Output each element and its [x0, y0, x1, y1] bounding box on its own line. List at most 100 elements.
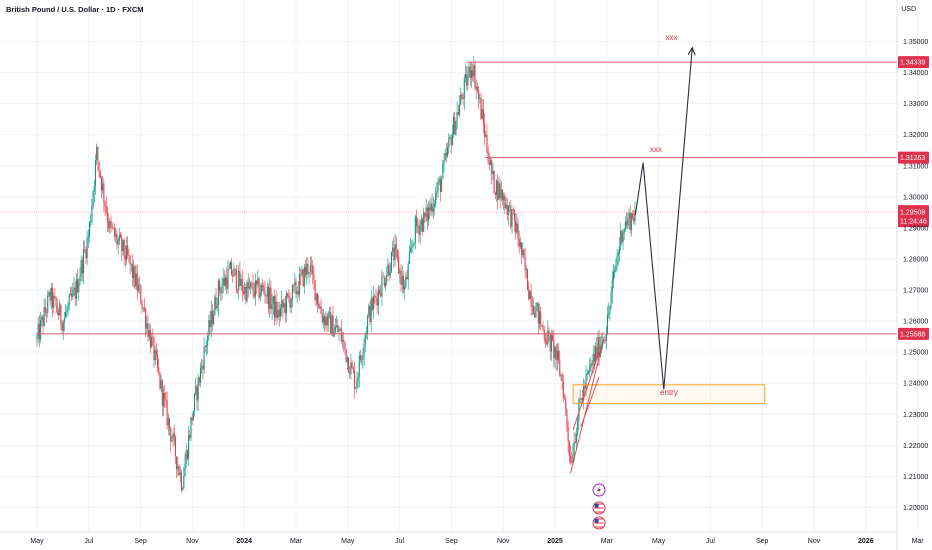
forecast-arrowhead[interactable]: [687, 46, 696, 56]
candle: [92, 189, 94, 210]
candle: [167, 412, 169, 436]
time-axis[interactable]: May Jul Sep Nov 2024 Mar May Jul Sep Nov 2025 Mar Ma…: [0, 531, 924, 545]
candle: [59, 299, 61, 316]
candle: [346, 355, 348, 370]
candle: [80, 255, 82, 282]
us-flag-icon[interactable]: [592, 516, 606, 530]
channel-line[interactable]: [572, 352, 600, 430]
candle: [341, 332, 344, 349]
candle: [139, 276, 141, 295]
candle-body: [324, 316, 326, 326]
symbol-title: British Pound / U.S. Dollar · 1D · FXCM: [6, 5, 144, 14]
candle: [149, 323, 151, 354]
candle: [82, 240, 85, 285]
candle: [363, 338, 365, 367]
candle: [148, 323, 150, 341]
channel-line[interactable]: [570, 336, 605, 474]
candle-body: [334, 326, 336, 332]
candle: [630, 212, 632, 237]
lightning-icon[interactable]: [592, 483, 606, 497]
candle-body: [146, 323, 148, 329]
candle: [445, 143, 447, 163]
candle: [482, 99, 484, 134]
candle: [552, 330, 554, 342]
candle: [130, 263, 132, 272]
candle-body: [628, 212, 630, 219]
candle: [498, 176, 500, 200]
candle-body: [501, 189, 504, 200]
price-axis[interactable]: 1.35000 1.34000 1.33000 1.32000 1.31000 1.300…: [896, 0, 928, 550]
candle: [287, 292, 289, 299]
candle-body: [620, 230, 622, 247]
candle: [466, 66, 468, 91]
candle-body: [316, 293, 319, 305]
candle: [406, 269, 408, 280]
candle: [190, 417, 192, 442]
candle: [47, 290, 49, 318]
candle: [536, 302, 538, 312]
candle: [509, 201, 511, 213]
candle-body: [463, 78, 465, 100]
candle-body: [484, 123, 486, 137]
candle: [308, 272, 310, 285]
candle-body: [626, 221, 628, 226]
candle-body: [143, 307, 145, 310]
candle-body: [449, 137, 451, 139]
candle-body: [215, 297, 217, 309]
candle: [571, 451, 573, 464]
candle-body: [93, 185, 95, 193]
candle: [63, 312, 66, 332]
candle: [94, 154, 97, 195]
candle: [544, 333, 547, 348]
candle-body: [600, 344, 603, 346]
currency-label[interactable]: USD: [901, 6, 916, 13]
channel-line[interactable]: [580, 376, 600, 427]
entry-zone-box[interactable]: [572, 384, 766, 404]
candle: [172, 428, 174, 447]
candle-body: [197, 377, 199, 401]
candle-body: [621, 230, 623, 243]
candle: [137, 277, 140, 293]
candle: [511, 209, 513, 234]
candle-body: [376, 298, 378, 306]
candle: [584, 380, 586, 396]
candle-body: [43, 307, 45, 326]
forecast-path[interactable]: [634, 47, 693, 390]
candle: [369, 300, 371, 326]
candle: [495, 179, 498, 203]
candle-body: [337, 325, 339, 332]
candle-body: [251, 282, 253, 284]
candle-body: [497, 180, 499, 200]
candle-body: [616, 256, 618, 266]
candle: [198, 376, 200, 387]
candle: [90, 213, 92, 228]
candle: [124, 245, 126, 268]
candle-body: [225, 277, 227, 286]
candle-body: [302, 269, 304, 286]
candle: [563, 393, 566, 400]
candle-body: [177, 466, 179, 470]
candle: [315, 293, 317, 307]
candle: [429, 200, 431, 219]
candle: [399, 267, 401, 284]
candle-body: [103, 183, 105, 202]
candle-body: [431, 203, 433, 213]
candle: [470, 62, 473, 88]
candle: [380, 284, 382, 298]
candle-body: [213, 314, 215, 325]
candle: [40, 312, 42, 344]
candle-body: [248, 286, 251, 289]
candle: [616, 248, 618, 272]
candle-body: [532, 305, 535, 314]
us-flag-icon[interactable]: [592, 501, 606, 515]
candle: [487, 145, 489, 165]
candle-body: [210, 310, 212, 328]
candle-body: [526, 269, 529, 290]
candle: [519, 236, 521, 250]
candle-body: [129, 255, 131, 265]
candle: [104, 200, 106, 217]
candle: [228, 262, 230, 270]
candle: [492, 162, 494, 181]
candle-body: [219, 280, 221, 291]
